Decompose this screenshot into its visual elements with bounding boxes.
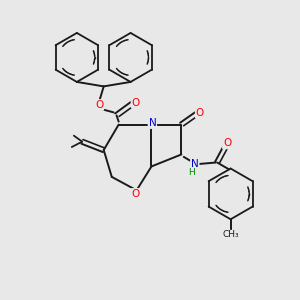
Text: O: O	[95, 100, 103, 110]
Text: O: O	[196, 108, 204, 118]
Text: CH₃: CH₃	[222, 230, 239, 239]
Text: N: N	[148, 118, 156, 128]
Text: N: N	[191, 159, 199, 169]
Text: O: O	[223, 138, 231, 148]
Text: O: O	[131, 189, 139, 199]
Text: H: H	[188, 169, 195, 178]
Text: O: O	[131, 98, 140, 107]
